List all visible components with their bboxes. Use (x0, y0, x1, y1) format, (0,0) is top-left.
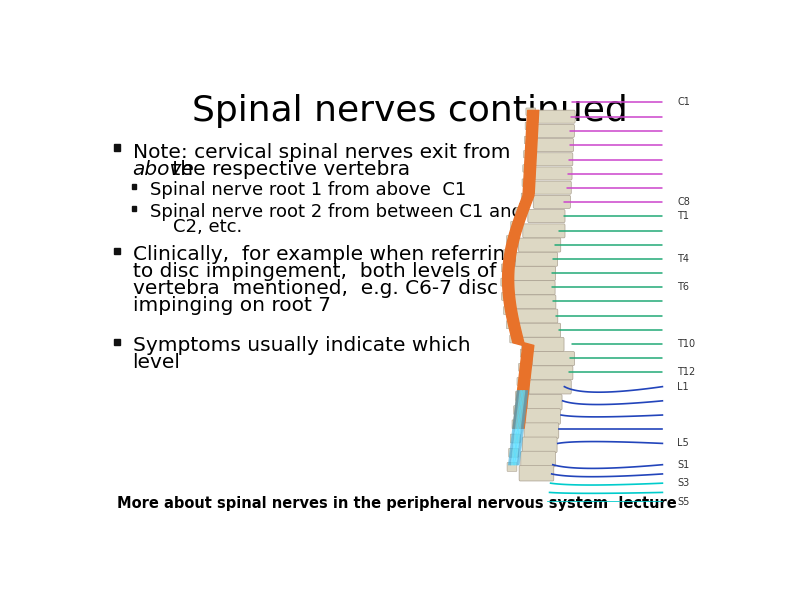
Bar (114, 248, 120, 254)
Text: level: level (133, 353, 181, 372)
Bar (132, 184, 137, 189)
Text: above: above (133, 160, 194, 179)
Text: impinging on root 7: impinging on root 7 (133, 296, 330, 315)
Text: Note: cervical spinal nerves exit from: Note: cervical spinal nerves exit from (133, 143, 510, 162)
Text: vertebra  mentioned,  e.g. C6-7 disc: vertebra mentioned, e.g. C6-7 disc (133, 279, 498, 298)
Text: Clinically,  for example when referring: Clinically, for example when referring (133, 245, 518, 264)
Text: C2, etc.: C2, etc. (150, 218, 242, 236)
Text: Spinal nerve root 1 from above  C1: Spinal nerve root 1 from above C1 (150, 181, 466, 199)
Text: Symptoms usually indicate which: Symptoms usually indicate which (133, 336, 470, 355)
Text: Spinal nerve root 2 from between C1 and: Spinal nerve root 2 from between C1 and (150, 203, 522, 221)
Bar (114, 339, 120, 346)
Bar (132, 206, 137, 211)
Bar (114, 145, 120, 151)
Text: the respective vertebra: the respective vertebra (166, 160, 410, 179)
Text: More about spinal nerves in the peripheral nervous system  lecture: More about spinal nerves in the peripher… (117, 496, 677, 511)
Text: Spinal nerves continued: Spinal nerves continued (192, 94, 628, 128)
Text: to disc impingement,  both levels of: to disc impingement, both levels of (133, 262, 496, 281)
